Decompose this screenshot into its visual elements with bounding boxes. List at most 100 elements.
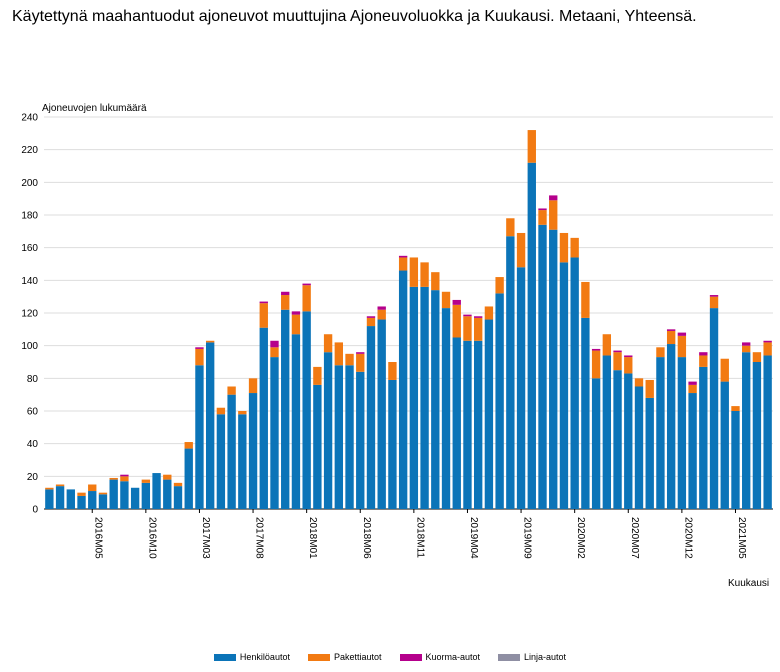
bar-segment (184, 442, 193, 449)
bar-segment (624, 357, 633, 374)
bar-segment (345, 353, 354, 366)
bar-segment (281, 309, 290, 509)
legend-item[interactable]: Henkilöautot (213, 652, 290, 662)
chart-title: Käytettynä maahantuodut ajoneuvot muuttu… (12, 8, 697, 25)
bar-segment (538, 208, 547, 211)
bar-segment (195, 348, 204, 366)
y-tick-label: 160 (21, 243, 38, 254)
bar-segment (45, 487, 54, 490)
bar-segment (570, 257, 579, 509)
x-tick-label: 2018M11 (414, 517, 425, 558)
bar-segment (184, 448, 193, 509)
y-tick-label: 140 (21, 276, 38, 287)
bar-segment (270, 357, 279, 509)
bar-segment (388, 379, 397, 509)
bar-segment (634, 378, 644, 387)
legend-label: Pakettiautot (333, 652, 382, 662)
bar-segment (591, 350, 601, 379)
x-tick-label: 2018M06 (361, 517, 372, 559)
bar-segment (302, 283, 311, 286)
bar-segment (463, 316, 472, 341)
bar-segment (752, 362, 762, 509)
bar-segment (98, 492, 108, 495)
bar-segment (356, 371, 365, 509)
bar-segment (227, 386, 236, 395)
bar-segment (527, 162, 536, 509)
bar-segment (216, 407, 226, 415)
bar-segment (377, 306, 386, 310)
bar-segment (291, 311, 301, 315)
bar-segment (313, 366, 322, 385)
bar-segment (66, 489, 75, 509)
bar-segment (431, 272, 440, 291)
bar-segment (388, 362, 397, 380)
y-tick-label: 120 (21, 309, 38, 320)
bar-segment (120, 476, 129, 482)
bar-segment (538, 224, 547, 510)
bar-segment (484, 319, 494, 509)
bar-segment (570, 237, 579, 258)
bar-segment (559, 232, 569, 263)
bar-segment (581, 281, 590, 318)
bar-segment (742, 342, 751, 346)
bar-segment (195, 347, 204, 349)
bar-segment (259, 303, 268, 328)
bar-segment (666, 330, 676, 345)
bar-segment (259, 301, 268, 304)
bar-segment (281, 295, 290, 310)
x-tick-label: 2016M05 (93, 517, 104, 559)
legend-item[interactable]: Pakettiautot (307, 652, 382, 662)
bar-segment (677, 357, 687, 509)
bar-segment (334, 365, 343, 509)
bar-segment (216, 414, 226, 509)
bar-segment (88, 484, 97, 492)
bar-segment (366, 316, 376, 318)
bar-segment (270, 347, 279, 358)
bar-segment (763, 342, 772, 356)
legend-item[interactable]: Kuorma-autot (399, 652, 481, 662)
bar-segment (248, 378, 258, 394)
bar-segment (356, 353, 365, 372)
bar-segment (356, 352, 365, 354)
bar-segment (409, 286, 419, 509)
y-axis-title: Ajoneuvojen lukumäärä (42, 103, 147, 114)
legend-swatch (307, 653, 330, 661)
x-tick-label: 2019M04 (468, 517, 479, 559)
bar-segment (688, 384, 697, 394)
bar-segment (516, 232, 526, 268)
bar-segment (474, 316, 483, 318)
legend-item[interactable]: Linja-autot (498, 652, 566, 662)
bars (45, 130, 772, 510)
x-tick-label: 2017M03 (200, 517, 211, 559)
bar-segment (634, 386, 644, 509)
bar-segment (398, 270, 408, 509)
bar-segment (495, 277, 504, 294)
legend: Henkilöautot Pakettiautot Kuorma-autot Linj… (0, 652, 780, 662)
bar-segment (731, 411, 740, 509)
bar-segment (742, 352, 751, 509)
bar-segment (313, 384, 322, 509)
y-tick-labels: 0 20 40 60 80 100 120 140 160 180 200 220 240 (21, 113, 38, 516)
bar-segment (527, 130, 536, 163)
bar-segment (377, 309, 386, 320)
bar-segment (259, 327, 268, 509)
bar-segment (420, 286, 429, 509)
bar-segment (602, 355, 612, 509)
bar-segment (270, 340, 279, 348)
x-tick-labels: 2016M05 2016M10 2017M03 2017M08 2018M01 2018M… (91, 509, 747, 559)
legend-label: Linja-autot (524, 652, 567, 662)
bar-segment (591, 348, 601, 351)
bar-segment (55, 486, 65, 509)
x-tick-label: 2018M01 (307, 517, 318, 559)
bar-segment (677, 332, 687, 336)
bar-segment (441, 308, 451, 509)
bar-segment (538, 210, 547, 225)
bar-segment (506, 236, 515, 509)
bar-segment (366, 317, 376, 327)
bar-segment (441, 291, 451, 309)
bar-segment (688, 393, 697, 509)
legend-label: Kuorma-autot (425, 652, 481, 662)
bar-segment (731, 406, 740, 411)
bar-segment (506, 218, 515, 237)
bar-segment (763, 355, 772, 509)
